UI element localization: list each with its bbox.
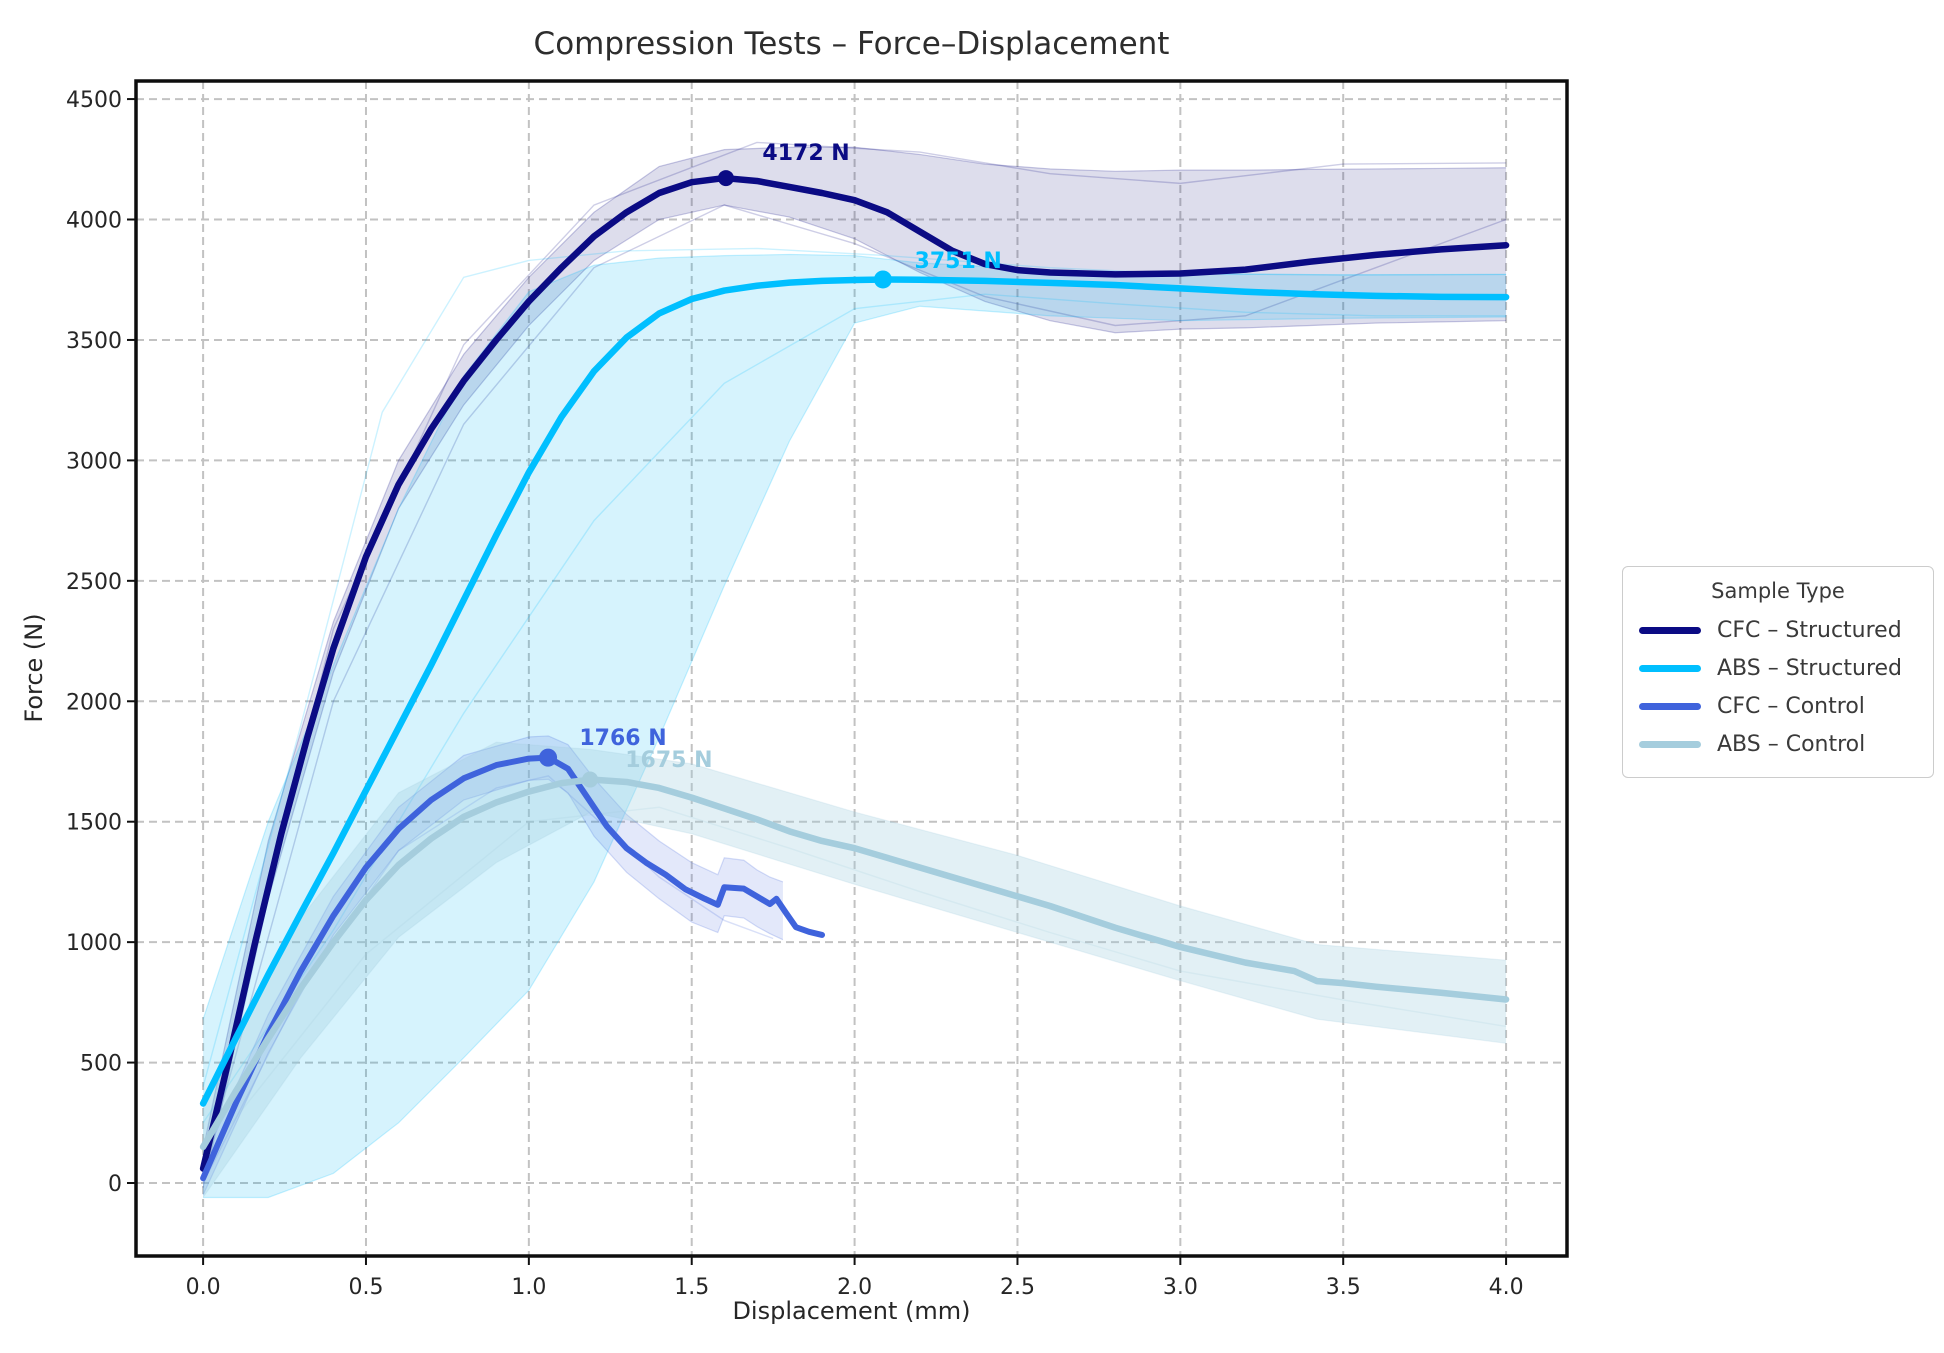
legend-items: CFC – Structured ABS – Structured CFC – Co… xyxy=(1623,611,1933,763)
legend-item-3: ABS – Control xyxy=(1623,725,1933,763)
y-tick-label: 4000 xyxy=(66,209,122,234)
y-tick-label: 1000 xyxy=(66,931,122,956)
std-band-CFC – Structured xyxy=(203,147,1507,1188)
y-tick-label: 2000 xyxy=(66,690,122,715)
y-tick-label: 500 xyxy=(80,1052,122,1077)
y-tick-label: 1500 xyxy=(66,811,122,836)
band-edge xyxy=(202,146,1507,1150)
y-tick-label: 3500 xyxy=(66,329,122,354)
y-tick-label: 2500 xyxy=(66,570,122,595)
legend-line-swatch xyxy=(1639,702,1701,710)
peak-annotation-ABS – Control: 1675 N xyxy=(625,748,712,773)
x-tick-label: 2.0 xyxy=(837,1275,872,1300)
std-band-ABS – Control xyxy=(203,742,1507,1198)
band-edge xyxy=(202,811,1507,1198)
legend-item-2: CFC – Control xyxy=(1623,687,1933,725)
trial-line xyxy=(202,806,1507,1160)
peak-marker-ABS – Control xyxy=(582,771,599,788)
chart-title: Compression Tests – Force–Displacement xyxy=(533,26,1170,62)
legend-item-label: CFC – Structured xyxy=(1717,617,1902,643)
legend-item-1: ABS – Structured xyxy=(1623,649,1933,687)
peak-marker-ABS – Structured xyxy=(873,270,892,289)
band-edge xyxy=(202,778,784,1196)
x-tick-label: 1.0 xyxy=(511,1275,546,1300)
x-tick-label: 3.5 xyxy=(1326,1275,1361,1300)
peak-marker-CFC – Structured xyxy=(717,170,734,187)
mean-curve-ABS – Control xyxy=(199,776,1510,1151)
x-tick-label: 4.0 xyxy=(1489,1275,1524,1300)
legend-item-0: CFC – Structured xyxy=(1623,611,1933,649)
mean-curve-CFC – Control xyxy=(200,754,826,1182)
legend-line-swatch xyxy=(1639,664,1701,672)
x-axis-label: Displacement (mm) xyxy=(732,1297,971,1325)
x-tick-label: 0.0 xyxy=(186,1275,221,1300)
band-edge xyxy=(203,305,1507,1199)
trial-line xyxy=(202,293,1507,1124)
peak-marker-CFC – Control xyxy=(539,748,558,767)
x-tick-label: 1.5 xyxy=(674,1275,709,1300)
legend-item-label: ABS – Structured xyxy=(1717,655,1903,681)
x-tick-label: 3.0 xyxy=(1163,1275,1198,1300)
legend-line-swatch xyxy=(1639,740,1701,748)
std-band-ABS – Structured xyxy=(203,254,1507,1198)
legend-title: Sample Type xyxy=(1711,579,1845,603)
mean-curve-ABS – Structured xyxy=(199,276,1510,1107)
x-tick-label: 0.5 xyxy=(348,1275,383,1300)
y-axis-label: Force (N) xyxy=(20,613,48,723)
legend-box: Sample Type CFC – Structured ABS – Struct… xyxy=(1622,566,1934,778)
y-tick-label: 4500 xyxy=(66,88,122,113)
band-edge xyxy=(202,204,1507,1188)
y-tick-label: 3000 xyxy=(66,449,122,474)
legend-line-swatch xyxy=(1639,626,1701,634)
peak-annotation-CFC – Structured: 4172 N xyxy=(762,141,849,166)
legend-item-label: ABS – Control xyxy=(1717,731,1866,757)
band-edge xyxy=(202,735,784,1162)
plot-border xyxy=(134,79,1569,1258)
std-band-CFC – Control xyxy=(203,735,783,1196)
trial-line xyxy=(202,204,1507,1174)
x-tick-label: 2.5 xyxy=(1000,1275,1035,1300)
band-edge xyxy=(202,741,1507,1097)
y-tick-label: 0 xyxy=(108,1172,122,1197)
legend-item-label: CFC – Control xyxy=(1717,693,1865,719)
peak-annotation-CFC – Control: 1766 N xyxy=(579,726,666,751)
peak-annotation-ABS – Structured: 3751 N xyxy=(915,249,1002,274)
